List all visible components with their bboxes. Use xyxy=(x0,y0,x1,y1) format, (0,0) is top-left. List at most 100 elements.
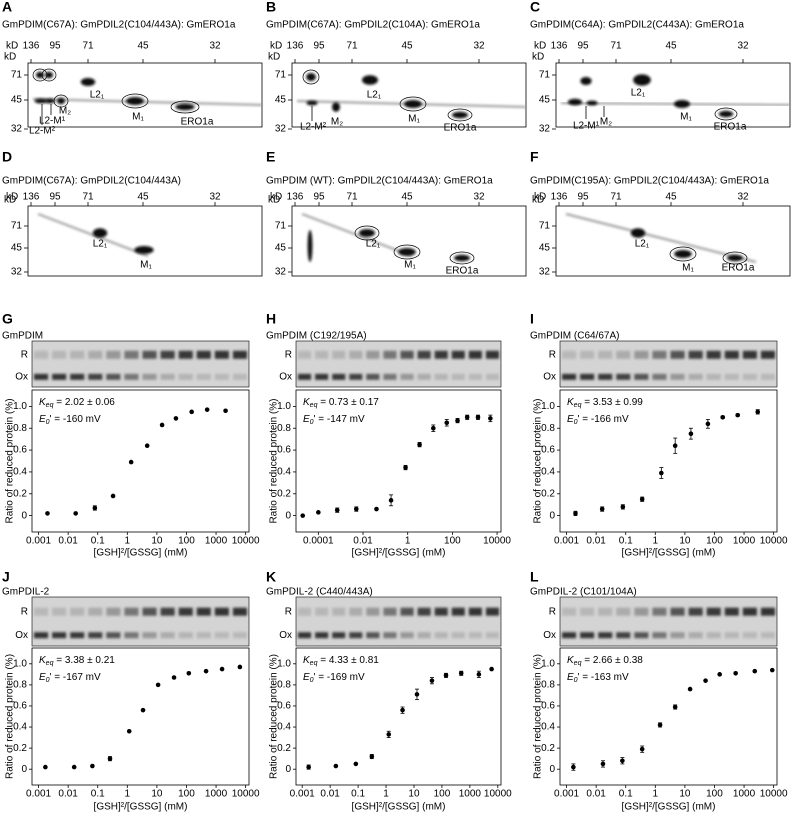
x-tick-label: 0.01 xyxy=(320,789,340,800)
data-point xyxy=(45,511,50,516)
gel-band xyxy=(232,607,247,616)
gel-spot xyxy=(57,97,65,105)
data-point xyxy=(687,686,693,692)
subscript: eq xyxy=(46,402,54,409)
gel-spot xyxy=(175,103,195,111)
left-marker: 45 xyxy=(11,95,23,106)
y-tick-label: 1.0 xyxy=(541,658,555,669)
data-point xyxy=(204,407,210,412)
panel-letter: D xyxy=(2,149,12,165)
gel-band xyxy=(706,632,721,639)
gel-band xyxy=(332,607,346,616)
subscript: 0 xyxy=(310,419,314,426)
gel-box xyxy=(291,62,527,128)
data-point xyxy=(620,758,625,764)
gel-band xyxy=(562,607,577,616)
data-point xyxy=(752,668,758,674)
data-point xyxy=(600,761,606,767)
annotation-text: = 3.53 ± 0.99 xyxy=(581,397,643,408)
gel-band xyxy=(688,632,703,639)
plot-frame xyxy=(31,389,250,533)
gel-band xyxy=(196,350,211,359)
left-marker: 32 xyxy=(275,124,287,135)
top-marker: 32 xyxy=(473,192,485,203)
data-point xyxy=(444,420,450,426)
e0-annotation: E0' = -147 mV xyxy=(303,414,365,426)
gel-strip xyxy=(559,340,778,388)
gel-band xyxy=(562,632,577,639)
gel-band xyxy=(688,607,703,616)
y-tick-label: 0.6 xyxy=(277,701,291,712)
gel-strip xyxy=(31,340,250,388)
panel-letter: F xyxy=(530,149,539,165)
spot-label: ERO1a xyxy=(722,263,755,274)
gel-spot xyxy=(674,100,690,108)
panel-letter: H xyxy=(266,311,276,327)
e0-annotation: E0' = -160 mV xyxy=(39,414,101,426)
gel-band xyxy=(724,373,739,380)
left-marker: 45 xyxy=(11,243,23,254)
gel-band xyxy=(298,632,312,639)
y-tick-label: 1.0 xyxy=(13,658,27,669)
gel-band xyxy=(34,607,49,616)
symbol: E xyxy=(39,414,46,425)
chart-title: GmPDIM (C64/67A) xyxy=(530,331,619,342)
data-point xyxy=(417,442,422,447)
x-tick-label: 100 xyxy=(178,536,195,547)
panel-title: GmPDIM (WT): GmPDIL2(C104/443A): GmERO1a xyxy=(266,176,493,187)
top-marker: 45 xyxy=(401,41,413,52)
spot-outline xyxy=(393,244,421,260)
data-point xyxy=(353,761,359,767)
kd-label: kD xyxy=(534,41,546,52)
keq-annotation: Keq = 3.38 ± 0.21 xyxy=(39,655,115,667)
gel-spot xyxy=(134,246,154,254)
gel-band xyxy=(760,632,775,639)
y-tick-label: 0.2 xyxy=(13,488,27,499)
gel-band xyxy=(451,607,465,616)
data-point xyxy=(92,505,98,511)
gel-band xyxy=(232,350,247,359)
gel-box xyxy=(27,62,263,128)
spot-label: M₂ xyxy=(59,106,71,117)
gel-band xyxy=(417,373,431,380)
data-point xyxy=(659,470,664,476)
gel-band xyxy=(485,632,499,639)
symbol: E xyxy=(567,672,574,683)
gel-band xyxy=(434,632,448,639)
gel-spot xyxy=(126,97,144,105)
kd-label: kD xyxy=(532,52,544,63)
kd-label: kD xyxy=(534,192,546,203)
gel-label: R xyxy=(549,606,556,617)
y-tick-label: 0.8 xyxy=(541,423,555,434)
data-point xyxy=(639,746,645,752)
kd-label: kD xyxy=(4,52,16,63)
x-tick-label: 0.001 xyxy=(26,789,51,800)
gel-band xyxy=(724,607,739,616)
gel-band xyxy=(178,350,193,359)
symbol: E xyxy=(39,672,46,683)
gel-band xyxy=(580,632,595,639)
x-tick-label: 0.1 xyxy=(91,536,105,547)
e0-annotation: E0' = -163 mV xyxy=(567,672,629,684)
gel-spot xyxy=(398,248,416,256)
gel-spot xyxy=(452,111,468,119)
y-tick-label: 0.2 xyxy=(13,743,27,754)
data-point xyxy=(769,667,775,673)
gel-band xyxy=(196,632,211,639)
gel-band xyxy=(349,632,363,639)
annotation-text: = 2.66 ± 0.38 xyxy=(581,655,643,666)
gel-band xyxy=(760,607,775,616)
x-tick-label: 1000 xyxy=(459,789,482,800)
annotation-text: = 0.73 ± 0.17 xyxy=(317,397,379,408)
data-point xyxy=(144,443,150,449)
e0-annotation: E0' = -167 mV xyxy=(39,672,101,684)
data-point xyxy=(219,666,225,672)
data-point xyxy=(733,670,738,676)
top-marker: 45 xyxy=(137,41,149,52)
y-tick-label: 1.0 xyxy=(13,401,27,412)
top-marker: 32 xyxy=(737,41,749,52)
gel-band xyxy=(142,632,157,639)
gel-band xyxy=(315,350,329,359)
data-point xyxy=(573,511,578,516)
x-tick-label: 100 xyxy=(706,789,723,800)
